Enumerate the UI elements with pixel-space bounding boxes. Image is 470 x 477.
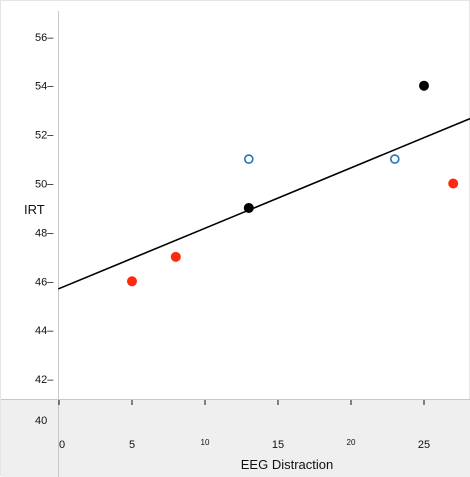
- x-tick-label: 5: [129, 439, 135, 451]
- y-tick-label: 54–: [35, 81, 54, 93]
- x-axis-ticks: 0 5 10 15 20 25: [58, 400, 430, 451]
- x-tick-label: 15: [272, 439, 284, 451]
- y-axis-ticks: 40 42– 44– 46– 48– 50– 52– 54– 56–: [35, 32, 54, 427]
- x-tick-label: 0: [59, 439, 65, 451]
- data-point: [419, 80, 429, 91]
- x-tick-label: 10: [201, 438, 210, 447]
- y-tick-label: 42–: [35, 374, 54, 386]
- y-tick-label: 46–: [35, 276, 54, 288]
- y-tick-label: 52–: [35, 130, 54, 142]
- data-point: [170, 251, 181, 262]
- data-point: [243, 202, 254, 213]
- y-tick-label: 40: [35, 415, 47, 427]
- data-points: [127, 80, 459, 287]
- x-tick-label: 20: [347, 438, 356, 447]
- data-point: [389, 154, 400, 164]
- y-tick-label: 44–: [35, 325, 54, 337]
- y-axis-title: IRT: [24, 202, 45, 217]
- y-tick-label: 50–: [35, 179, 54, 191]
- x-axis-title: EEG Distraction: [241, 457, 333, 472]
- data-point: [448, 178, 459, 189]
- data-point: [244, 154, 254, 164]
- trend-line: [57, 117, 470, 290]
- x-tick-label: 25: [418, 439, 430, 451]
- x-axis-band: [1, 399, 470, 477]
- y-tick-label: 48–: [35, 227, 54, 239]
- y-tick-label: 56–: [35, 32, 54, 44]
- data-point: [127, 276, 137, 287]
